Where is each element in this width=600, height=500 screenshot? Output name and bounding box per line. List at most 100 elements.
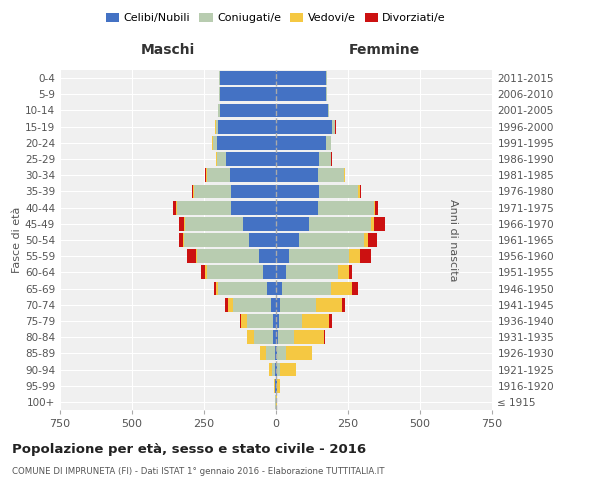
Bar: [214, 282, 215, 296]
Bar: [326, 136, 331, 149]
Bar: [194, 184, 232, 198]
Bar: [276, 362, 277, 376]
Bar: [212, 136, 217, 149]
Bar: [279, 314, 302, 328]
Bar: [276, 200, 318, 214]
Bar: [294, 330, 325, 344]
Bar: [276, 298, 280, 312]
Bar: [276, 266, 286, 280]
Bar: [276, 217, 309, 230]
Bar: [197, 250, 259, 263]
Text: Popolazione per età, sesso e stato civile - 2016: Popolazione per età, sesso e stato civil…: [12, 442, 366, 456]
Bar: [215, 282, 218, 296]
Bar: [272, 362, 275, 376]
Bar: [179, 217, 184, 230]
Bar: [276, 104, 328, 118]
Bar: [173, 200, 176, 214]
Bar: [218, 120, 276, 134]
Bar: [220, 104, 276, 118]
Bar: [273, 330, 276, 344]
Bar: [192, 184, 193, 198]
Bar: [352, 282, 358, 296]
Bar: [368, 233, 377, 247]
Bar: [207, 168, 230, 182]
Bar: [276, 282, 282, 296]
Bar: [184, 217, 185, 230]
Bar: [364, 233, 368, 247]
Bar: [349, 266, 352, 280]
Bar: [254, 330, 273, 344]
Y-axis label: Fasce di età: Fasce di età: [12, 207, 22, 273]
Bar: [338, 266, 349, 280]
Bar: [371, 217, 374, 230]
Bar: [277, 346, 286, 360]
Bar: [217, 152, 226, 166]
Bar: [205, 266, 207, 280]
Bar: [205, 168, 206, 182]
Bar: [207, 266, 263, 280]
Bar: [318, 200, 374, 214]
Bar: [276, 233, 299, 247]
Bar: [219, 88, 220, 101]
Bar: [201, 266, 205, 280]
Bar: [374, 200, 376, 214]
Bar: [232, 200, 276, 214]
Bar: [342, 298, 344, 312]
Bar: [276, 152, 319, 166]
Bar: [280, 298, 316, 312]
Bar: [319, 152, 331, 166]
Bar: [276, 71, 326, 85]
Bar: [359, 184, 361, 198]
Bar: [220, 88, 276, 101]
Bar: [276, 136, 326, 149]
Text: COMUNE DI IMPRUNETA (FI) - Dati ISTAT 1° gennaio 2016 - Elaborazione TUTTITALIA.: COMUNE DI IMPRUNETA (FI) - Dati ISTAT 1°…: [12, 468, 385, 476]
Bar: [263, 266, 276, 280]
Bar: [332, 120, 335, 134]
Bar: [344, 168, 346, 182]
Bar: [326, 88, 327, 101]
Y-axis label: Anni di nascita: Anni di nascita: [448, 198, 458, 281]
Text: Femmine: Femmine: [349, 43, 419, 57]
Bar: [374, 217, 385, 230]
Bar: [260, 346, 266, 360]
Bar: [318, 168, 344, 182]
Bar: [276, 120, 332, 134]
Bar: [187, 250, 196, 263]
Bar: [276, 184, 319, 198]
Bar: [268, 282, 276, 296]
Bar: [227, 298, 233, 312]
Bar: [247, 314, 272, 328]
Bar: [218, 282, 268, 296]
Bar: [276, 88, 326, 101]
Bar: [176, 200, 232, 214]
Bar: [272, 314, 276, 328]
Bar: [220, 71, 276, 85]
Bar: [282, 282, 331, 296]
Bar: [179, 233, 183, 247]
Bar: [277, 379, 280, 392]
Bar: [230, 168, 276, 182]
Bar: [226, 152, 276, 166]
Bar: [269, 362, 272, 376]
Bar: [277, 362, 280, 376]
Bar: [232, 184, 276, 198]
Bar: [276, 314, 279, 328]
Bar: [218, 104, 220, 118]
Bar: [280, 362, 296, 376]
Bar: [286, 266, 338, 280]
Bar: [247, 330, 254, 344]
Bar: [248, 233, 276, 247]
Bar: [271, 298, 276, 312]
Bar: [359, 250, 371, 263]
Bar: [233, 298, 271, 312]
Bar: [316, 298, 342, 312]
Bar: [276, 250, 289, 263]
Bar: [329, 314, 332, 328]
Legend: Celibi/Nubili, Coniugati/e, Vedovi/e, Divorziati/e: Celibi/Nubili, Coniugati/e, Vedovi/e, Di…: [101, 8, 451, 28]
Bar: [275, 362, 276, 376]
Bar: [276, 168, 318, 182]
Bar: [328, 104, 329, 118]
Bar: [185, 217, 243, 230]
Bar: [376, 200, 377, 214]
Bar: [240, 314, 241, 328]
